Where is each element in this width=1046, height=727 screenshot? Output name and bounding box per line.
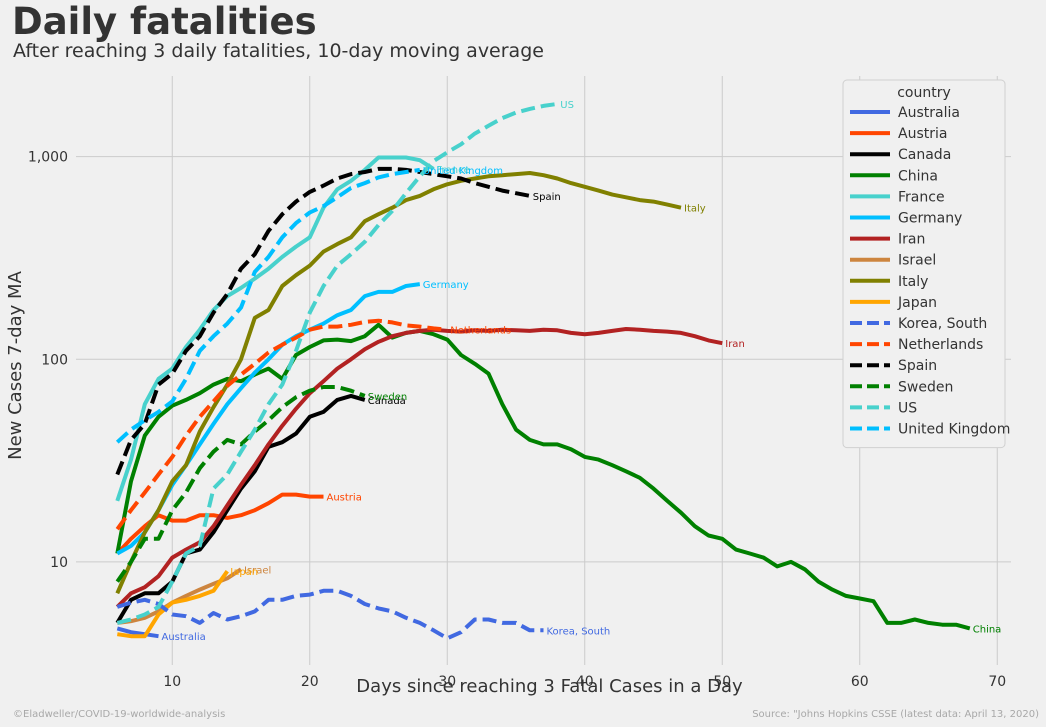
- chart-title: Daily fatalities: [12, 0, 317, 43]
- x-tick-label: 10: [163, 674, 181, 690]
- series-end-label: Italy: [684, 204, 706, 215]
- series-end-label: Germany: [423, 280, 469, 291]
- legend-entry[interactable]: Germany: [898, 211, 962, 227]
- series-line-spain: [115, 166, 531, 476]
- series-line-korea-south: [116, 588, 544, 641]
- series-end-label: United Kingdom: [423, 166, 503, 177]
- series-end-label: Netherlands: [450, 326, 511, 337]
- legend-entry[interactable]: United Kingdom: [898, 422, 1010, 438]
- axes: 10 20 30 40 50 60 70 10 100 1,000 Days since reach…: [5, 150, 1006, 697]
- x-axis-label: Days since reaching 3 Fatal Cases in a D…: [356, 676, 743, 697]
- series-line-germany: [116, 282, 421, 556]
- legend[interactable]: country Australia Austria Canada China France…: [842, 79, 1010, 449]
- x-tick-label: 50: [713, 674, 731, 690]
- series-line-united-kingdom: [115, 167, 421, 444]
- series-line-china: [115, 322, 971, 631]
- series-line-us: [116, 101, 558, 625]
- chart-subtitle: After reaching 3 daily fatalities, 10-da…: [13, 40, 544, 62]
- legend-entry[interactable]: Israel: [898, 253, 936, 269]
- legend-entry[interactable]: US: [898, 400, 917, 416]
- series-end-label: Japan: [229, 567, 258, 578]
- x-tick-label: 60: [851, 674, 869, 690]
- series-line-japan: [117, 570, 229, 639]
- x-tick-label: 70: [988, 674, 1006, 690]
- series-end-label: Austria: [327, 493, 362, 504]
- y-tick-label: 100: [41, 352, 68, 368]
- footer-credit: ©Eladweller/COVID-19-worldwide-analysis: [13, 709, 226, 720]
- series-end-label: Korea, South: [547, 626, 611, 637]
- legend-entry[interactable]: Iran: [898, 232, 925, 248]
- legend-box: [842, 79, 1006, 449]
- legend-entry[interactable]: Korea, South: [898, 316, 987, 332]
- legend-entry[interactable]: Australia: [898, 105, 960, 121]
- footer-source: Source: "Johns Hopkins CSSE (latest data…: [752, 709, 1039, 720]
- series-end-label: China: [973, 624, 1002, 635]
- series-end-label: Sweden: [368, 392, 408, 403]
- series-line-france: [115, 155, 435, 502]
- legend-entry[interactable]: Spain: [898, 358, 937, 374]
- series-end-label: France: [437, 165, 470, 176]
- series-end-label: US: [560, 100, 574, 111]
- series-end-label: Iran: [725, 339, 745, 350]
- y-tick-label: 10: [50, 555, 68, 571]
- legend-entry[interactable]: Netherlands: [898, 337, 983, 353]
- legend-entry[interactable]: Italy: [898, 274, 928, 290]
- legend-entry[interactable]: Austria: [898, 126, 947, 142]
- series-line-netherlands: [115, 318, 448, 531]
- series-line-iran: [115, 327, 723, 609]
- legend-entry[interactable]: Sweden: [898, 379, 953, 395]
- series-lines: [115, 101, 971, 641]
- x-tick-label: 30: [438, 674, 456, 690]
- y-tick-label: 1,000: [28, 150, 68, 166]
- legend-title: country: [897, 85, 951, 101]
- series-line-australia: [116, 626, 159, 639]
- legend-entry[interactable]: China: [898, 168, 938, 184]
- series-line-italy: [115, 171, 682, 595]
- x-tick-label: 40: [576, 674, 594, 690]
- legend-entry[interactable]: Canada: [898, 147, 951, 163]
- series-end-labels: Australia Austria Canada China France Germany…: [162, 100, 1002, 643]
- series-end-label: Spain: [533, 192, 561, 203]
- series-line-sweden: [115, 385, 366, 583]
- series-line-canada: [115, 393, 366, 624]
- x-tick-label: 20: [301, 674, 319, 690]
- series-end-label: Canada: [368, 396, 406, 407]
- series-end-label: Australia: [162, 632, 206, 643]
- legend-entry[interactable]: France: [898, 189, 945, 205]
- legend-entry[interactable]: Japan: [897, 295, 937, 311]
- y-axis-label: New Cases 7-day MA: [5, 270, 26, 459]
- series-end-label: Israel: [244, 565, 271, 576]
